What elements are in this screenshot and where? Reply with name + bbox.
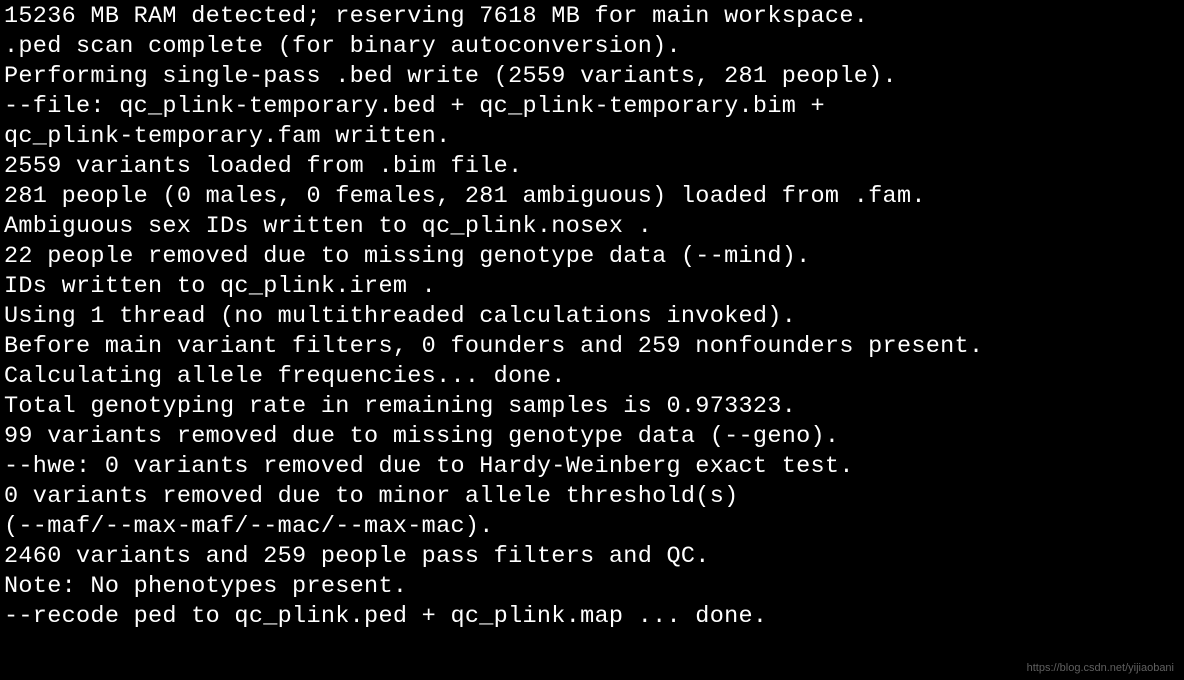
terminal-line: IDs written to qc_plink.irem . [4, 272, 1180, 302]
terminal-line: --recode ped to qc_plink.ped + qc_plink.… [4, 602, 1180, 632]
terminal-line: --hwe: 0 variants removed due to Hardy-W… [4, 452, 1180, 482]
watermark-text: https://blog.csdn.net/yijiaobani [1027, 662, 1174, 674]
terminal-line: 99 variants removed due to missing genot… [4, 422, 1180, 452]
terminal-output: 15236 MB RAM detected; reserving 7618 MB… [0, 0, 1184, 634]
terminal-line: --file: qc_plink-temporary.bed + qc_plin… [4, 92, 1180, 122]
terminal-line: Note: No phenotypes present. [4, 572, 1180, 602]
terminal-line: 0 variants removed due to minor allele t… [4, 482, 1180, 512]
terminal-line: (--maf/--max-maf/--mac/--max-mac). [4, 512, 1180, 542]
terminal-line: 22 people removed due to missing genotyp… [4, 242, 1180, 272]
terminal-line: .ped scan complete (for binary autoconve… [4, 32, 1180, 62]
terminal-line: Ambiguous sex IDs written to qc_plink.no… [4, 212, 1180, 242]
terminal-line: Before main variant filters, 0 founders … [4, 332, 1180, 362]
terminal-line: Total genotyping rate in remaining sampl… [4, 392, 1180, 422]
terminal-line: Performing single-pass .bed write (2559 … [4, 62, 1180, 92]
terminal-line: 2460 variants and 259 people pass filter… [4, 542, 1180, 572]
terminal-line: 281 people (0 males, 0 females, 281 ambi… [4, 182, 1180, 212]
terminal-line: Using 1 thread (no multithreaded calcula… [4, 302, 1180, 332]
terminal-line: Calculating allele frequencies... done. [4, 362, 1180, 392]
terminal-line: 2559 variants loaded from .bim file. [4, 152, 1180, 182]
terminal-line: qc_plink-temporary.fam written. [4, 122, 1180, 152]
terminal-line: 15236 MB RAM detected; reserving 7618 MB… [4, 2, 1180, 32]
